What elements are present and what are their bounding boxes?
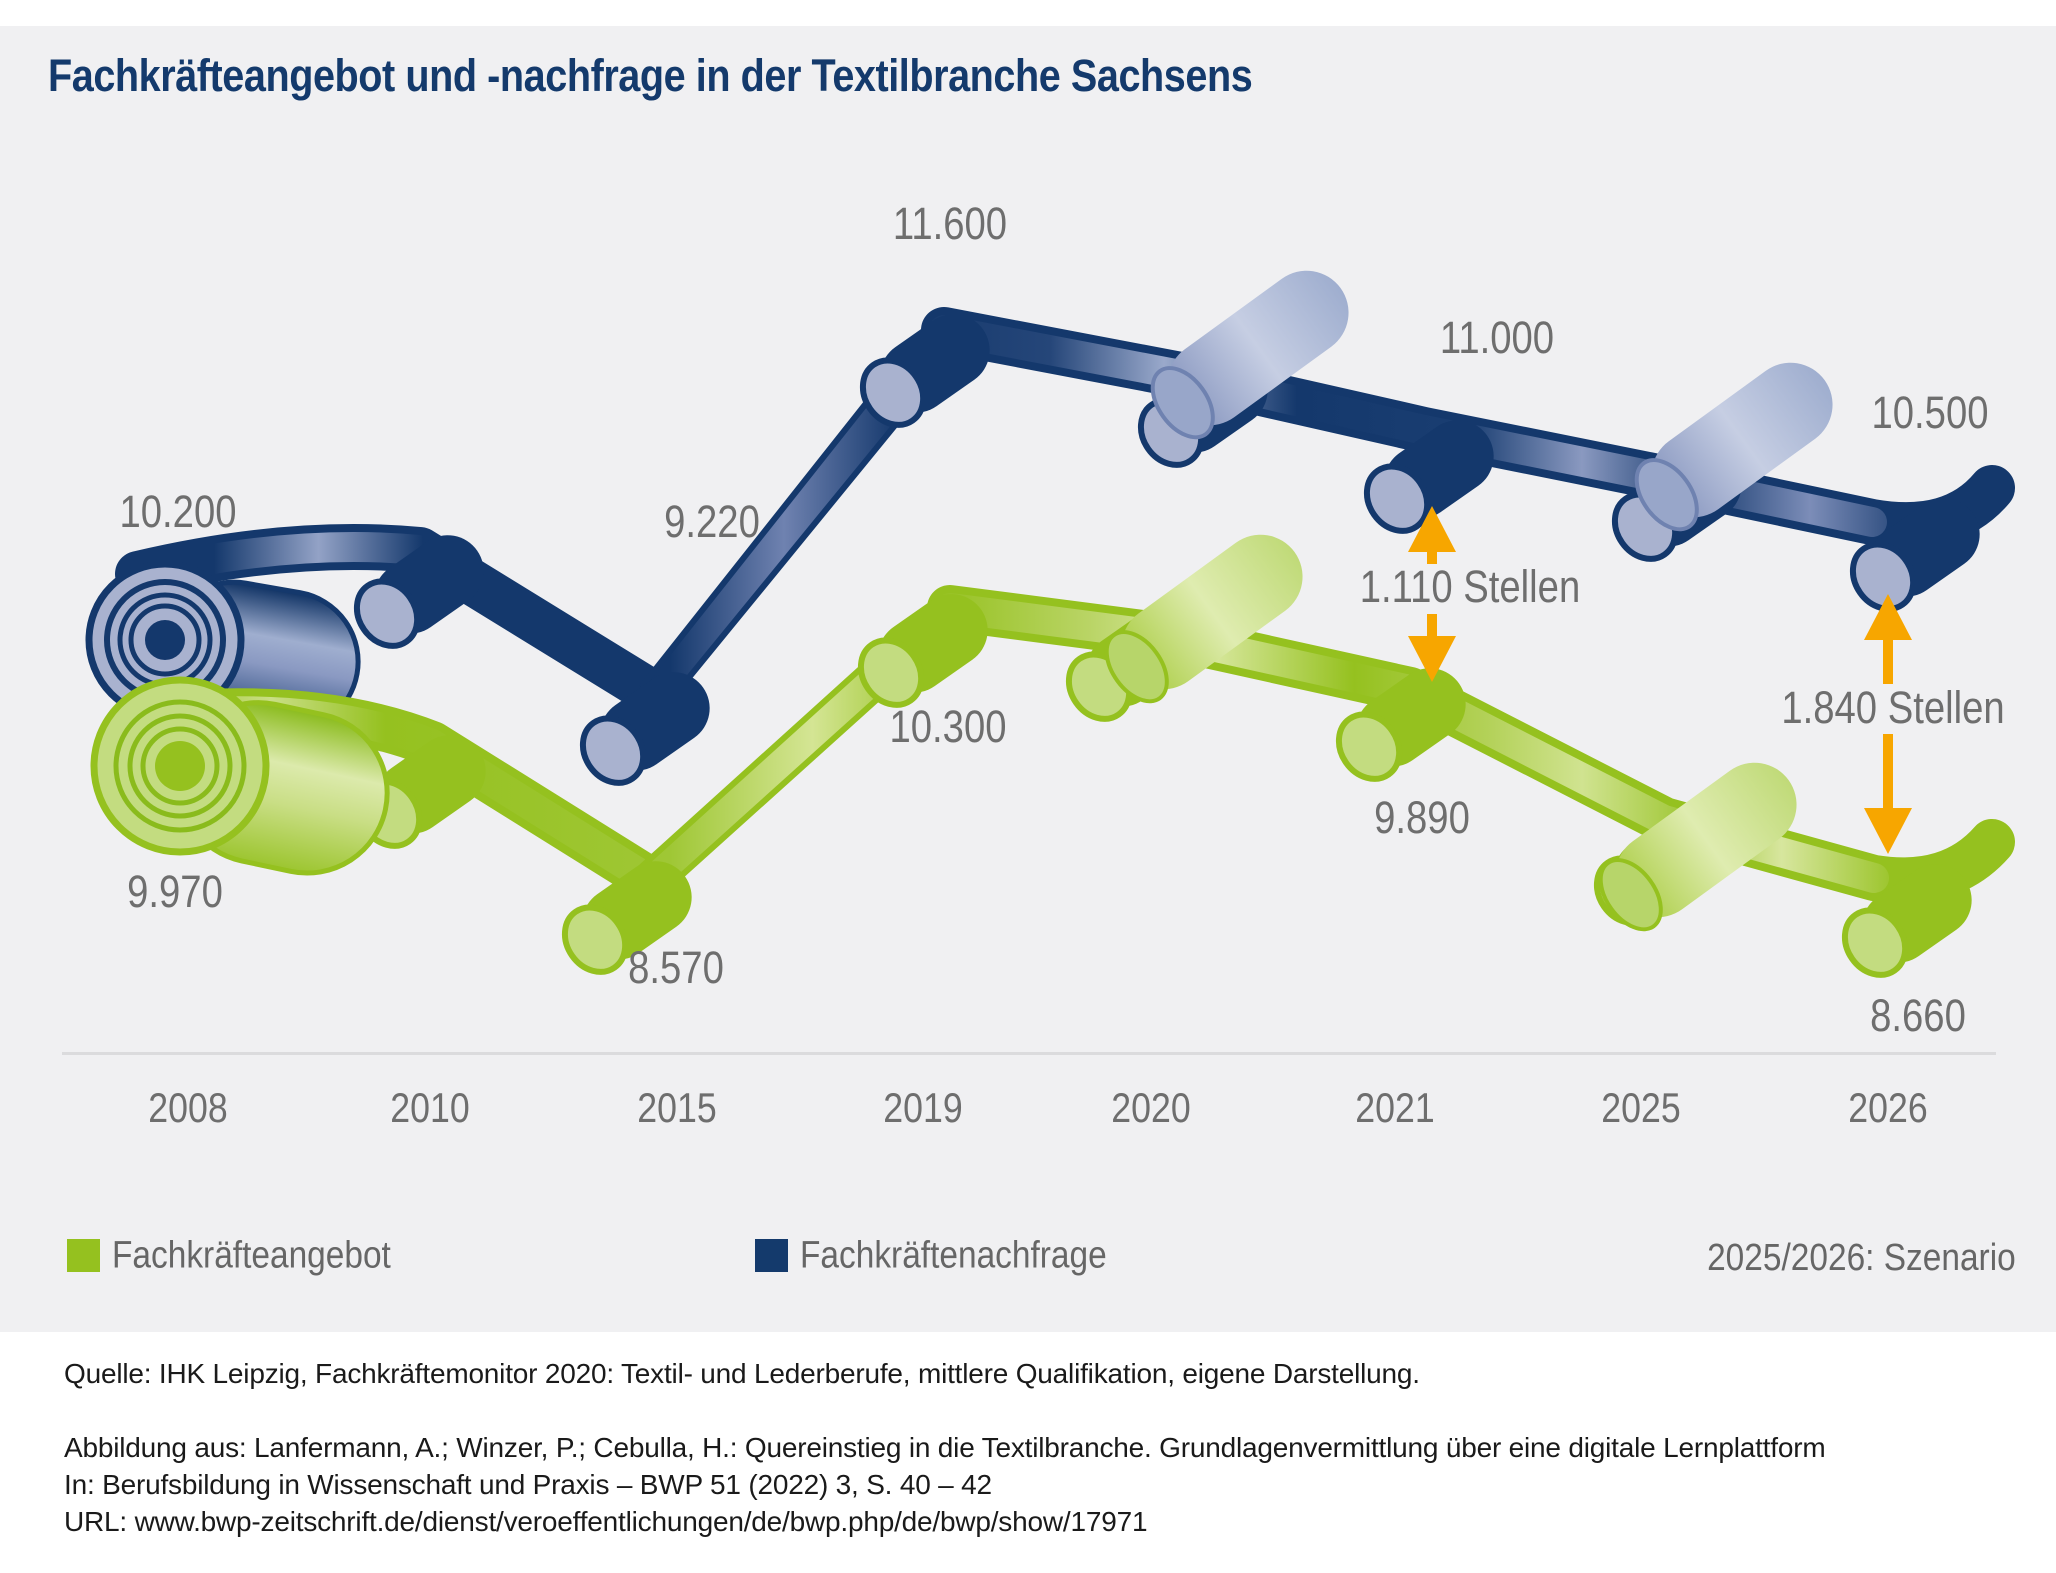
demand-value-2008: 10.200 (119, 486, 237, 537)
legend-swatch-supply (67, 1239, 100, 1272)
gap-label-2026: 1.840 Stellen (1781, 682, 2005, 733)
supply-value-2019: 10.300 (889, 701, 1007, 752)
supply-value-2015: 8.570 (628, 942, 724, 993)
publication-line: In: Berufsbildung in Wissenschaft und Pr… (64, 1469, 992, 1500)
supply-value-2021: 9.890 (1374, 792, 1470, 843)
demand-value-2015: 9.220 (664, 496, 760, 547)
axis-year-2025: 2025 (1601, 1084, 1681, 1131)
axis-year-2008: 2008 (148, 1084, 228, 1131)
page-title: Fachkräfteangebot und -nachfrage in der … (48, 50, 1253, 101)
axis-year-2015: 2015 (637, 1084, 717, 1131)
attribution-line: Abbildung aus: Lanfermann, A.; Winzer, P… (64, 1432, 1826, 1463)
legend-label-demand: Fachkräftenachfrage (800, 1234, 1107, 1277)
demand-value-2021: 11.000 (1439, 312, 1555, 363)
demand-value-2019: 11.600 (892, 198, 1008, 249)
demand-point-cylinders (343, 254, 1993, 796)
demand-value-2026: 10.500 (1871, 387, 1989, 438)
axis-year-2021: 2021 (1355, 1084, 1435, 1131)
scenario-note: 2025/2026: Szenario (1707, 1237, 2016, 1279)
gap-arrow-2026 (1864, 594, 1912, 854)
supply-value-2026: 8.660 (1870, 990, 1966, 1041)
axis-year-2020: 2020 (1111, 1084, 1191, 1131)
legend-label-supply: Fachkräfteangebot (112, 1234, 391, 1277)
gap-arrow-2021 (1408, 506, 1456, 682)
axis-year-2010: 2010 (390, 1084, 470, 1131)
axis-year-2026: 2026 (1848, 1084, 1928, 1131)
source-line: Quelle: IHK Leipzig, Fachkräftemonitor 2… (64, 1358, 1420, 1389)
legend-swatch-demand (755, 1239, 788, 1272)
gap-label-2021: 1.110 Stellen (1359, 561, 1581, 612)
axis-year-2019: 2019 (883, 1084, 963, 1131)
url-line: URL: www.bwp-zeitschrift.de/dienst/veroe… (64, 1506, 1148, 1537)
supply-value-2008: 9.970 (127, 866, 223, 917)
supply-fabric-roll-2008 (90, 676, 390, 876)
x-axis-line (62, 1052, 1996, 1055)
